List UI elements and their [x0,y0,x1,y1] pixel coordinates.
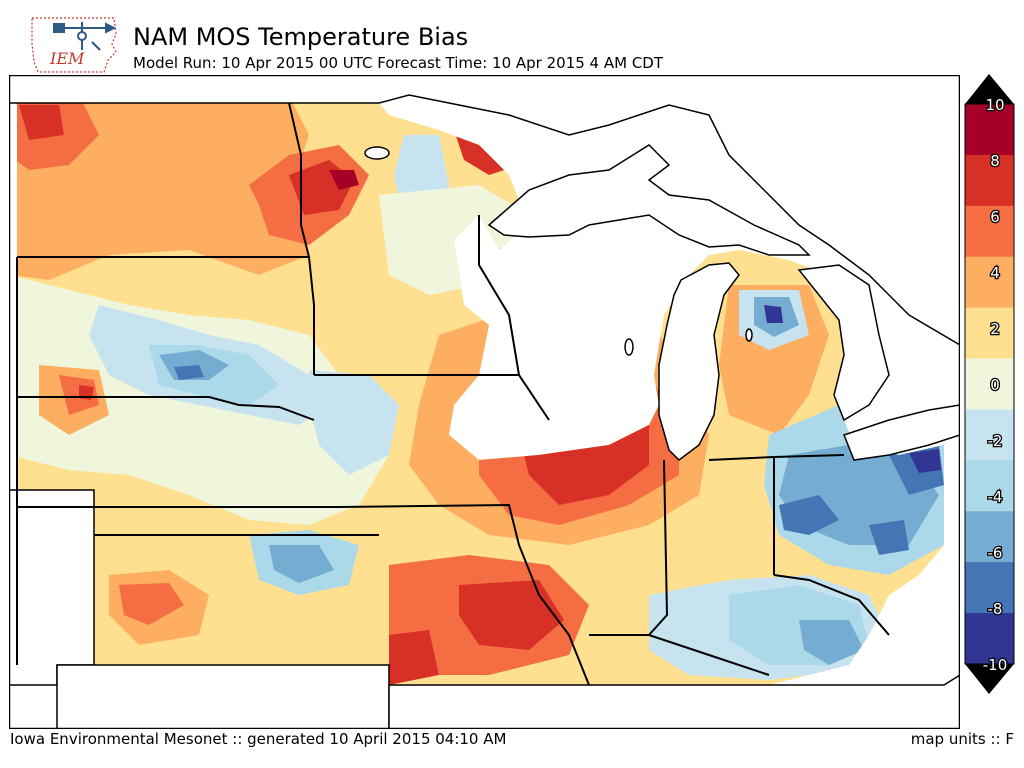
lake-erie [843,404,960,461]
colorbar-band [965,358,1014,410]
colorbar-band [965,511,1014,563]
colorbar-band [965,205,1014,258]
border-mn-west [288,102,315,375]
colorbar-over-arrow [965,74,1014,104]
colorbar-tick-label: -6 [988,544,1003,562]
iowa-outline-icon [31,17,117,73]
map-subtitle: Model Run: 10 Apr 2015 00 UTC Forecast T… [133,54,664,72]
iem-logo: IEM [31,17,117,73]
border-sd-ne [17,396,315,421]
colorbar-band [965,256,1014,309]
colorbar: 10 8 6 4 2 0 -2 -4 -6 -8 -10 [964,74,1015,694]
colorbar-band [965,460,1014,512]
colorbar-tick-label: 4 [990,264,1000,282]
colorbar-band [965,562,1014,614]
footer-units: map units :: F [910,730,1014,748]
logo-text: IEM [49,49,85,68]
colorbar-band [965,409,1014,461]
colorbar-tick-label: 6 [990,208,1000,226]
weather-vane-icon [53,22,117,51]
map-frame [9,75,960,729]
colorbar-frame [964,103,1015,665]
colorbar-tick-label: -10 [983,656,1008,674]
border-wi [478,215,550,421]
footer-credit: Iowa Environmental Mesonet :: generated … [10,730,507,748]
colorbar-band [965,104,1014,156]
colorbar-under-arrow [965,664,1014,694]
islands [364,146,753,356]
map-title: NAM MOS Temperature Bias [133,23,469,51]
colorbar-band [965,613,1014,665]
colorbar-tick-label: 0 [990,376,1000,394]
border-mo [338,503,590,686]
state-borders [16,102,890,686]
colorbar-tick-label: -8 [988,600,1003,618]
border-mi-oh [708,454,845,461]
border-il-in [648,459,669,636]
colorbar-tick-label: -4 [988,488,1003,506]
temperature-bias-map [9,75,960,729]
outside-domain [9,75,960,729]
border-il-ky [589,634,770,676]
colorbar-ticks: 10 8 6 4 2 0 -2 -4 -6 -8 -10 [982,95,1009,676]
lake-superior [487,144,811,256]
lake-huron [797,264,890,422]
colorbar-bands [965,104,1014,665]
colorbar-tick-label: -2 [988,432,1003,450]
great-lakes [487,144,960,461]
colorbar-band [965,154,1014,207]
colorbar-band [965,307,1014,360]
colorbar-tick-label: 8 [990,152,1000,170]
colorbar-tick-label: 10 [985,96,1004,114]
colorbar-tick-label: 2 [990,320,1000,338]
lake-michigan [658,262,740,461]
border-oh-ky [773,574,890,636]
